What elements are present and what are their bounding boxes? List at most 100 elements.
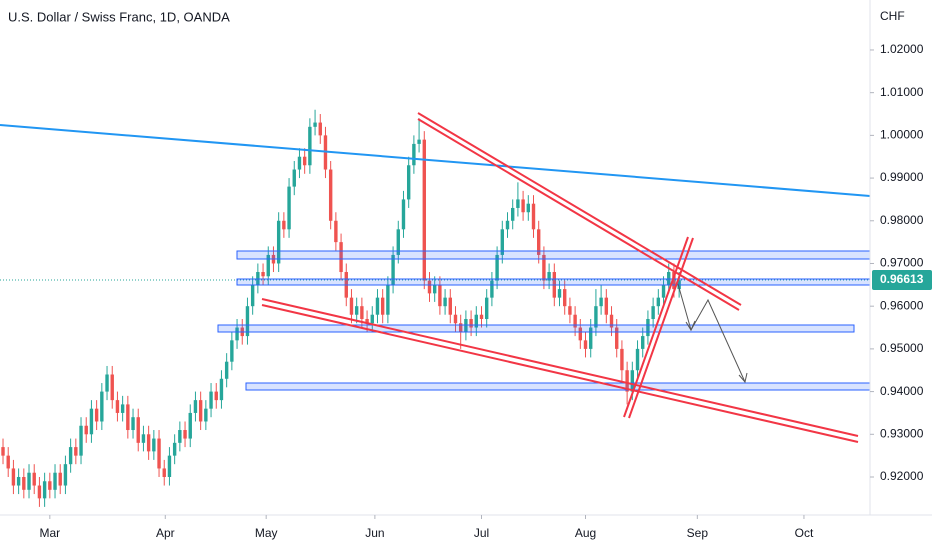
candle-body xyxy=(318,122,322,136)
candle-body xyxy=(531,203,536,230)
candle-body xyxy=(204,408,208,422)
x-tick-label: Mar xyxy=(39,526,60,540)
candle-body xyxy=(334,220,338,243)
candle-body xyxy=(583,340,588,349)
candle-body xyxy=(209,391,213,409)
candle-body xyxy=(620,348,624,371)
candle-body xyxy=(183,430,187,439)
candle-body xyxy=(100,391,104,422)
candle-body xyxy=(505,220,510,230)
candle-body xyxy=(427,280,432,294)
candle-body xyxy=(74,447,78,456)
candle-body xyxy=(266,254,270,277)
y-tick-label: 1.00000 xyxy=(880,128,924,142)
projection-path xyxy=(677,283,746,383)
candle-body xyxy=(11,468,16,486)
candle-body xyxy=(630,370,635,392)
candle-body xyxy=(526,203,531,213)
candle-body xyxy=(313,122,317,127)
candle-body xyxy=(230,340,234,362)
candle-body xyxy=(276,220,281,264)
trend-line xyxy=(261,304,859,443)
candle-body xyxy=(167,455,172,477)
candle-body xyxy=(16,476,21,486)
candle-body xyxy=(635,348,640,371)
trend-line xyxy=(261,298,859,437)
trend-line xyxy=(0,124,871,197)
candle-body xyxy=(235,327,239,341)
y-tick-label: 0.93000 xyxy=(880,426,924,440)
candle-body xyxy=(193,400,198,413)
candle-body xyxy=(58,472,62,486)
trend-line xyxy=(628,237,694,419)
candle-body xyxy=(94,408,99,422)
candle-body xyxy=(521,199,525,213)
y-tick-label: 0.95000 xyxy=(880,341,924,355)
candle-body xyxy=(172,442,177,456)
y-tick-label: 0.99000 xyxy=(880,170,924,184)
candle-body xyxy=(609,314,614,328)
candle-body xyxy=(573,314,577,328)
trend-line xyxy=(417,112,742,306)
candle-body xyxy=(79,425,83,456)
candle-body xyxy=(214,391,218,401)
arrow-head xyxy=(738,372,748,384)
candle-body xyxy=(542,254,546,281)
candle-body xyxy=(391,254,395,285)
candle-body xyxy=(53,472,57,490)
candle-body xyxy=(302,156,307,166)
candle-body xyxy=(261,272,265,277)
candle-body xyxy=(339,242,343,273)
candle-body xyxy=(667,272,671,285)
x-tick-label: Oct xyxy=(795,526,814,540)
candle-body xyxy=(6,455,10,469)
candle-body xyxy=(349,297,354,315)
x-tick-label: Aug xyxy=(575,526,596,540)
candle-body xyxy=(484,297,489,319)
candle-body xyxy=(146,434,151,452)
candle-body xyxy=(443,297,447,307)
candle-body xyxy=(641,336,645,349)
candle-body xyxy=(453,314,458,324)
candle-body xyxy=(42,481,47,499)
candle-body xyxy=(568,306,572,315)
candle-body xyxy=(672,272,676,290)
candle-body xyxy=(198,400,203,422)
y-tick-label: 0.94000 xyxy=(880,384,924,398)
candle-body xyxy=(458,323,463,332)
candle-body xyxy=(599,297,603,307)
candle-body xyxy=(256,272,260,285)
candle-body xyxy=(646,318,650,337)
candle-body xyxy=(27,472,31,490)
candle-body xyxy=(406,165,411,200)
x-tick-label: Sep xyxy=(687,526,709,540)
candle-body xyxy=(661,284,666,298)
candle-body xyxy=(495,254,499,281)
x-tick-label: May xyxy=(255,526,278,540)
candle-body xyxy=(84,425,88,435)
candle-body xyxy=(360,306,364,319)
axes: 0.92000 0.93000 0.94000 0.95000 0.96000 0.970… xyxy=(39,42,932,540)
candle-body xyxy=(594,306,598,328)
candle-body xyxy=(157,438,161,469)
candle-body xyxy=(417,139,421,144)
candle-body xyxy=(105,374,109,392)
candle-body xyxy=(557,289,562,298)
x-tick-label: Apr xyxy=(156,526,175,540)
candle-body xyxy=(188,412,192,439)
y-tick-label: 0.98000 xyxy=(880,213,924,227)
candle-body xyxy=(354,306,359,315)
arrow-head xyxy=(685,320,696,332)
candle-body xyxy=(651,306,655,319)
candle-body xyxy=(115,400,120,413)
candle-body xyxy=(516,199,520,208)
candle-body xyxy=(589,327,593,349)
candle-body xyxy=(474,314,478,328)
candle-body xyxy=(48,481,52,490)
candle-body xyxy=(110,374,114,401)
candle-body xyxy=(162,468,166,477)
candle-body xyxy=(438,284,442,307)
candle-body xyxy=(141,434,146,443)
last-price-badge xyxy=(872,270,932,291)
